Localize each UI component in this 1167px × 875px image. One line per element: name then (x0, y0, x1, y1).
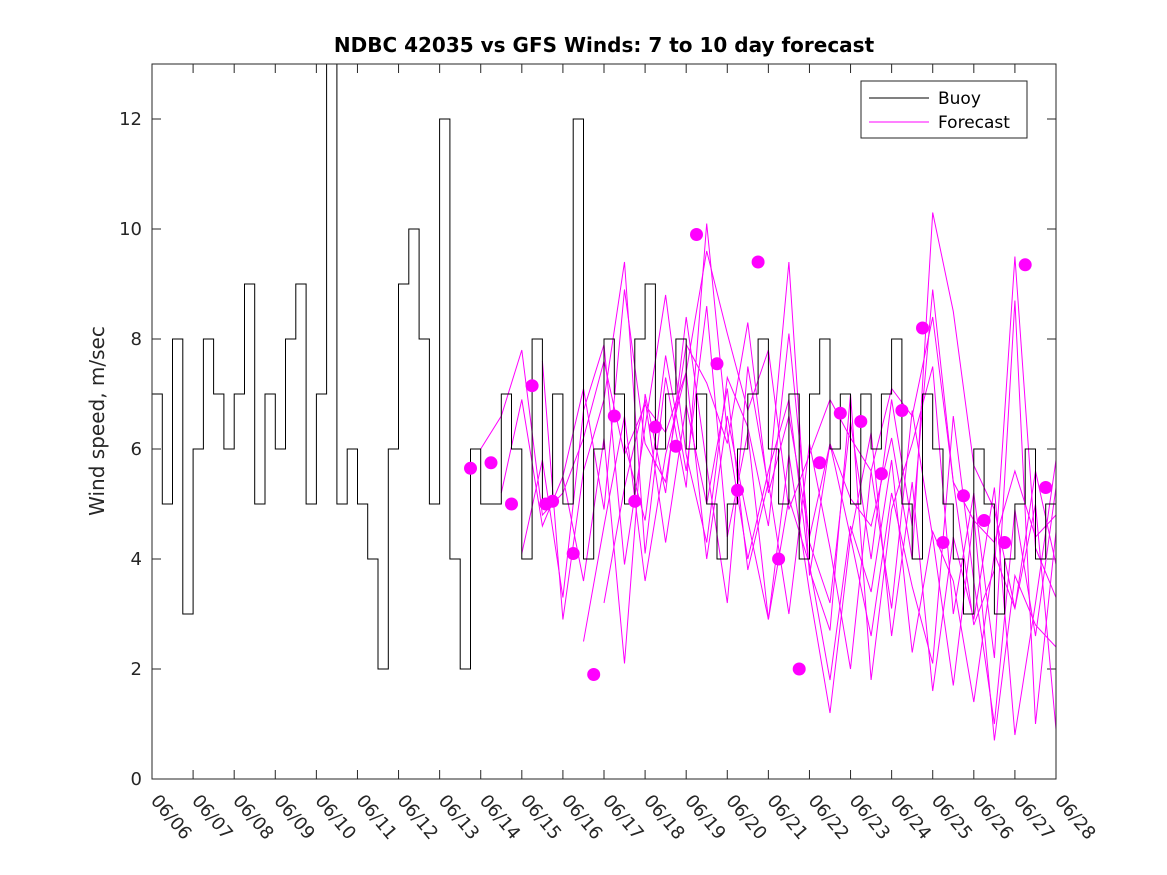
y-tick-label: 6 (131, 439, 142, 460)
forecast-marker (648, 420, 662, 434)
forecast-marker (484, 456, 498, 470)
y-tick-label: 8 (131, 329, 142, 350)
y-axis-label: Wind speed, m/sec (85, 326, 109, 516)
y-tick-label: 0 (131, 769, 142, 790)
forecast-markers (464, 228, 1053, 681)
forecast-marker (936, 536, 950, 549)
forecast-series-line-6 (583, 371, 1056, 736)
legend-label-buoy: Buoy (938, 89, 981, 109)
forecast-marker (587, 668, 601, 681)
y-tick-label: 12 (119, 109, 142, 130)
forecast-marker (977, 514, 991, 527)
forecast-marker (710, 357, 724, 371)
forecast-marker (1018, 258, 1032, 272)
forecast-marker (957, 489, 970, 503)
legend-label-forecast: Forecast (938, 113, 1010, 133)
legend: Buoy Forecast (860, 80, 1028, 139)
legend-box (860, 80, 1028, 139)
y-tick-label: 2 (131, 659, 142, 680)
buoy-series-line (152, 64, 1056, 670)
forecast-marker (751, 255, 765, 269)
forecast-marker (833, 406, 847, 420)
forecast-marker (813, 456, 827, 470)
forecast-marker (546, 494, 560, 508)
forecast-marker (464, 461, 477, 475)
forecast-marker (607, 409, 621, 423)
forecast-marker (669, 439, 683, 453)
forecast-marker (690, 228, 703, 241)
forecast-marker (998, 536, 1012, 549)
forecast-marker (731, 483, 744, 497)
forecast-marker (1039, 481, 1053, 494)
y-tick-label: 10 (119, 219, 142, 240)
plot-frame (151, 63, 1057, 780)
y-axis-tick-labels: 0 2 4 6 8 10 12 (119, 109, 142, 790)
forecast-marker (792, 662, 806, 676)
forecast-series-line-8 (624, 305, 1056, 730)
forecast-marker (628, 494, 642, 508)
forecast-marker (874, 467, 888, 481)
forecast-marker (525, 379, 539, 393)
forecast-marker (566, 547, 580, 560)
plot-series-group (152, 64, 1056, 741)
buoy-line-group (152, 64, 1056, 670)
forecast-marker (505, 497, 518, 511)
forecast-marker (854, 415, 868, 428)
y-tick-label: 4 (131, 549, 142, 570)
forecast-marker (772, 552, 786, 566)
forecast-marker (916, 321, 929, 335)
chart-title: NDBC 42035 vs GFS Winds: 7 to 10 day for… (334, 33, 875, 57)
forecast-marker (895, 404, 909, 417)
